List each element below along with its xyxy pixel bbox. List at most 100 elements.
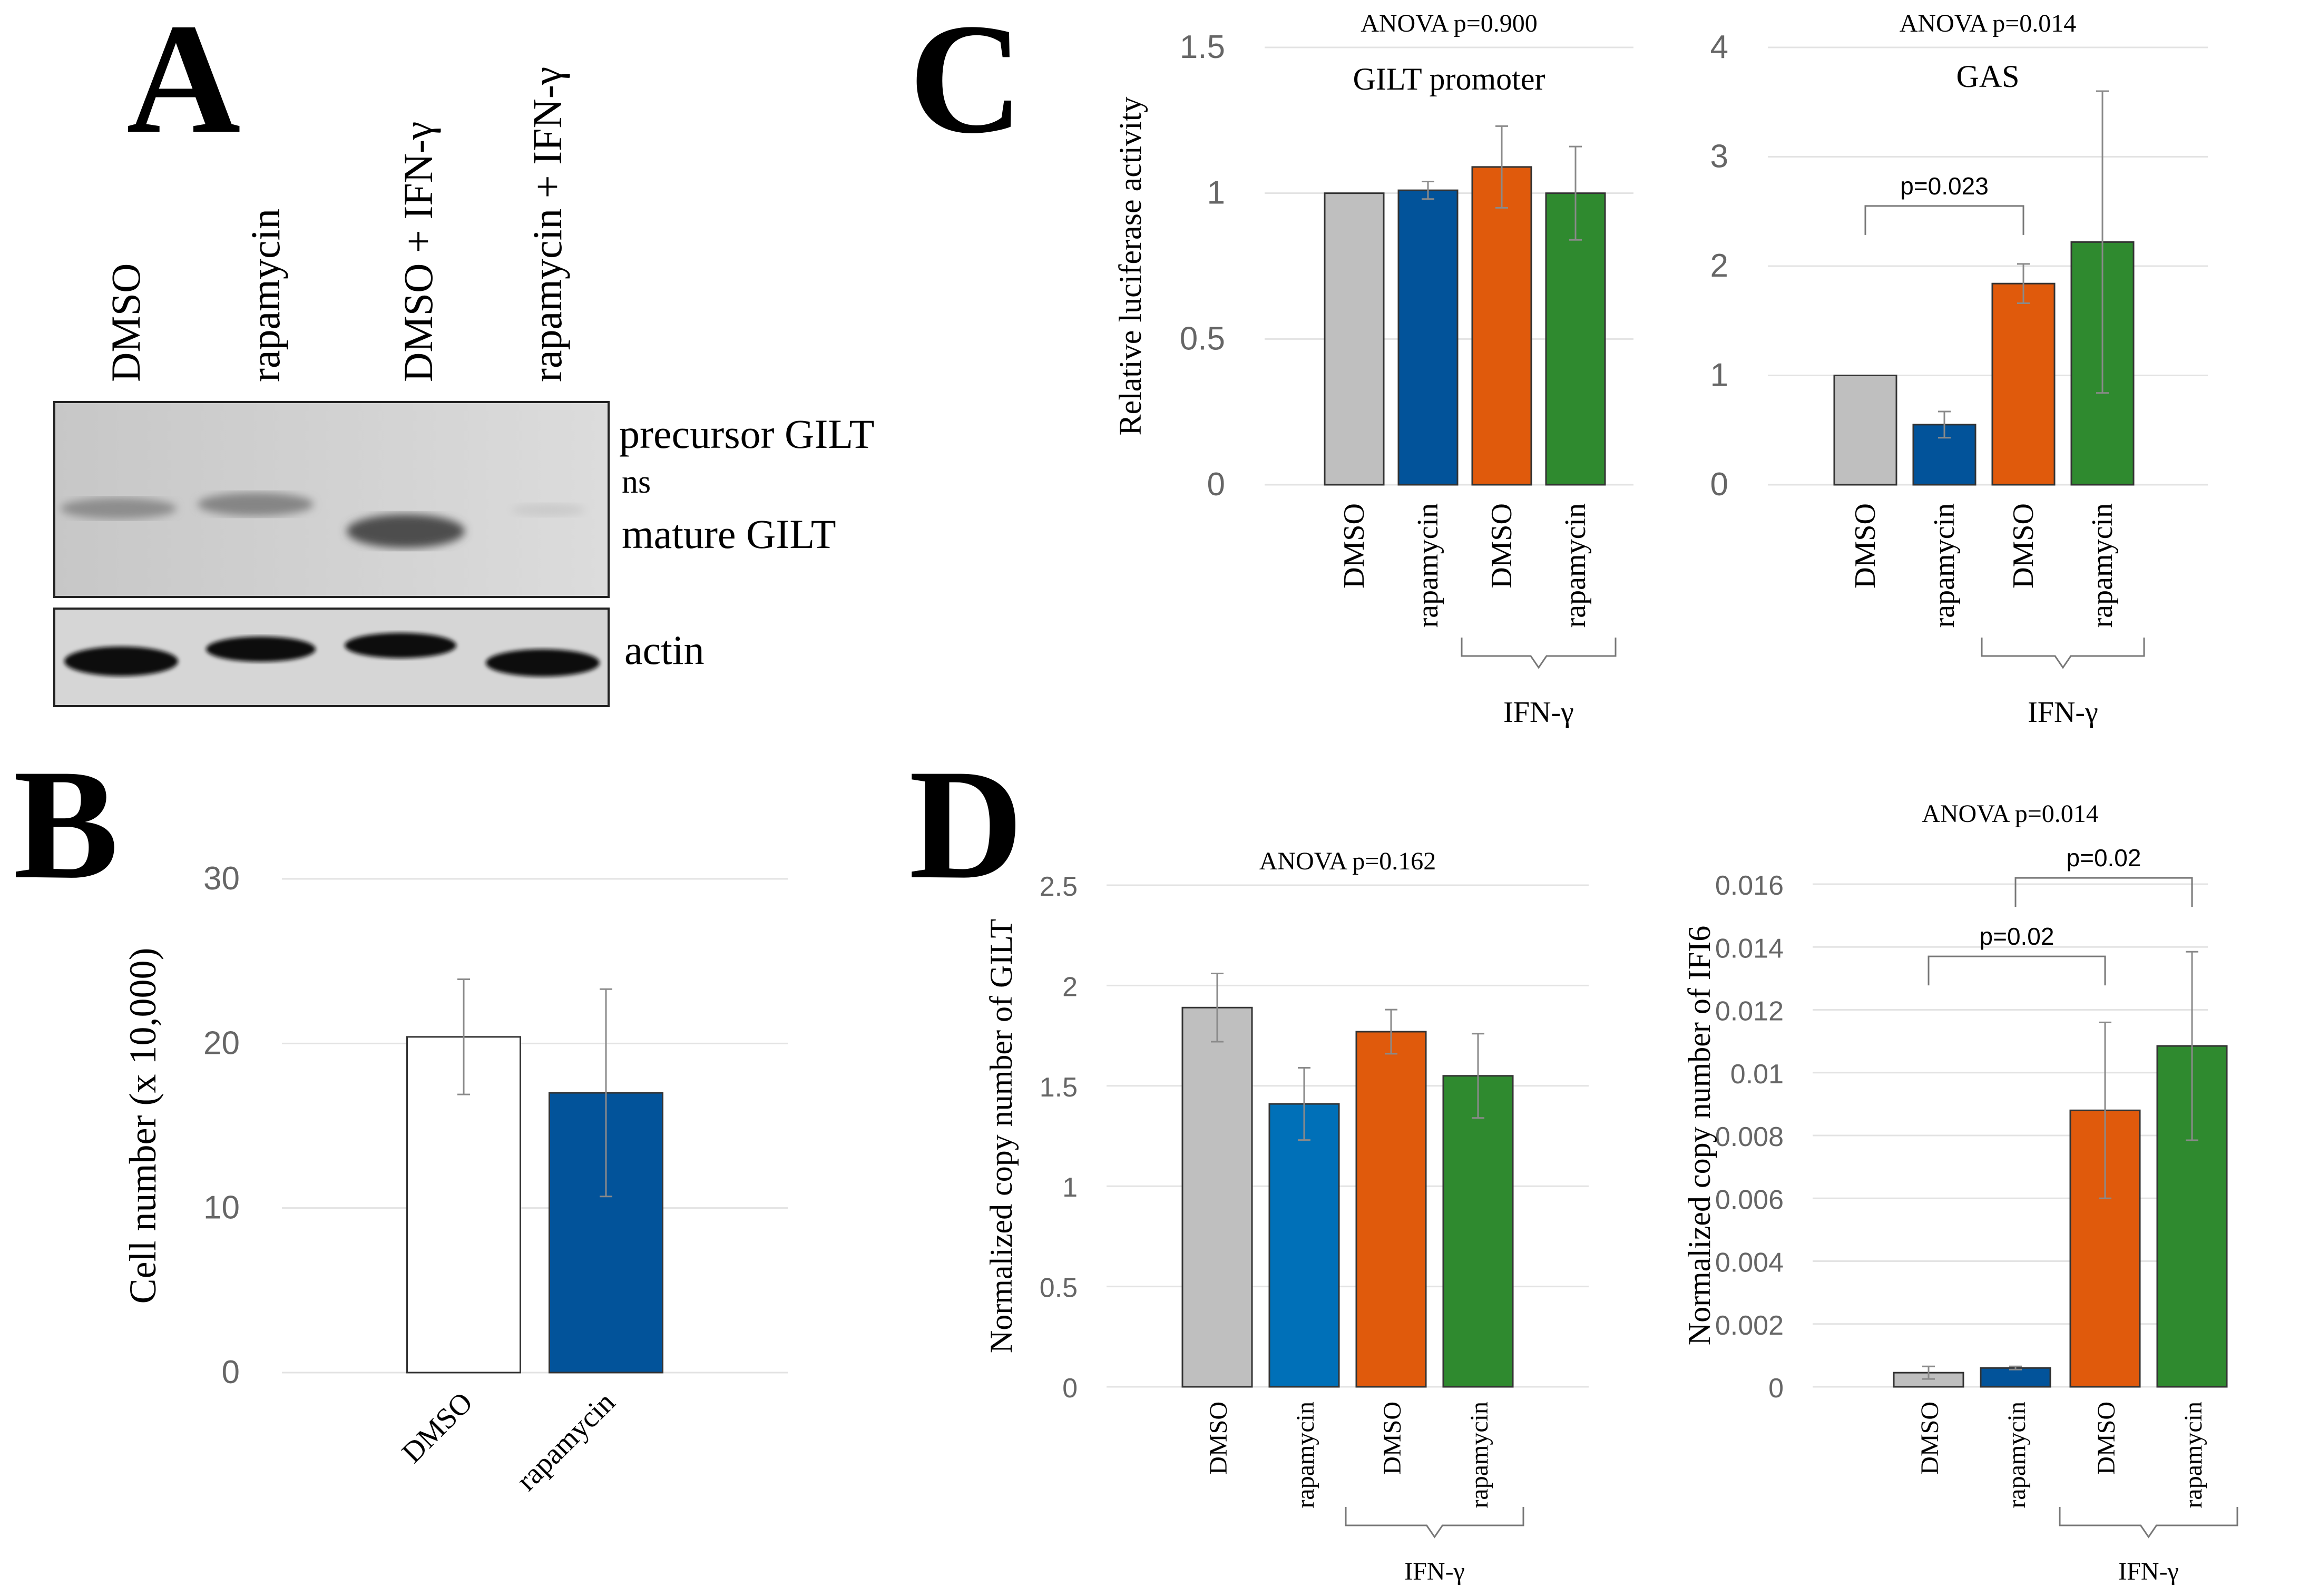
chart-c-gilt-promoter: 0 0.5 1 1.5 Relative luciferase activity ANOV…	[1113, 9, 1633, 729]
panel-letter-b: B	[13, 737, 119, 912]
blot-actin	[53, 608, 610, 707]
band-precursor-dmso	[61, 498, 177, 519]
band-actin-dmso	[64, 647, 178, 676]
y-tick-label: 0.002	[1715, 1310, 1784, 1341]
band-precursor-rapamycin	[198, 493, 314, 516]
error-bar	[600, 988, 612, 1198]
band-faint-rapamycin-ifng	[511, 504, 585, 516]
y-tick-label: 1.5	[1180, 29, 1225, 65]
y-tick-label: 0.008	[1715, 1122, 1784, 1152]
error-bar	[2099, 1021, 2111, 1199]
y-tick-label: 2	[1062, 972, 1078, 1002]
y-tick-label: 1	[1710, 357, 1728, 394]
y-tick-label: 0	[1207, 466, 1225, 503]
lane-label-dmso: DMSO	[103, 263, 149, 382]
category-label: DMSO	[1849, 503, 1882, 589]
chart-title: ANOVA p=0.900	[1361, 9, 1538, 37]
chart-subtitle: GAS	[1956, 59, 2019, 94]
panel-a: A DMSO rapamycin DMSO + IFN-γ rapamycin …	[53, 0, 874, 707]
error-bar	[1922, 1365, 1935, 1380]
blot-gilt	[53, 401, 610, 598]
bar-dmso	[1324, 192, 1385, 486]
bar-rapamycin	[1397, 189, 1459, 486]
y-tick-label: 0.004	[1715, 1248, 1784, 1278]
lane-label-rapamycin-ifng: rapamycin + IFN-γ	[524, 67, 570, 382]
chart-title: ANOVA p=0.014	[1922, 800, 2099, 828]
panel-letter-a: A	[126, 0, 241, 166]
bar-dmso	[1355, 1031, 1427, 1388]
error-bar	[2186, 951, 2198, 1141]
y-tick-label: 2	[1710, 248, 1728, 284]
band-label-ns: ns	[622, 464, 651, 500]
y-tick-label: 0	[1768, 1373, 1784, 1404]
error-bar	[1938, 410, 1951, 439]
error-bar	[1385, 1008, 1397, 1055]
error-bar	[2009, 1365, 2022, 1370]
chart-title: ANOVA p=0.014	[1900, 9, 2077, 37]
category-label: rapamycin	[1928, 503, 1961, 628]
chart-b: 0 10 20 30 Cell number (x 10,000) DMSO rapamyc…	[122, 860, 788, 1497]
significance-bracket	[1864, 205, 2024, 235]
group-label: IFN-γ	[2118, 1558, 2179, 1585]
group-bracket	[1345, 1507, 1524, 1539]
lane-label-dmso-ifng: DMSO + IFN-γ	[395, 121, 441, 382]
category-label: rapamycin	[1412, 503, 1444, 628]
bar-dmso	[1991, 282, 2056, 486]
p-value-label: p=0.02	[1980, 923, 2054, 950]
panel-letter-c: C	[909, 0, 1023, 166]
group-label: IFN-γ	[1503, 696, 1574, 729]
y-tick-label: 0	[1062, 1373, 1078, 1404]
band-actin-rapamycin-ifng	[486, 649, 600, 677]
bar-rapamycin	[1442, 1075, 1514, 1388]
band-actin-dmso-ifng	[345, 633, 456, 658]
category-label: DMSO	[1916, 1402, 1944, 1475]
p-value-label: p=0.023	[1900, 172, 1989, 200]
y-tick-label: 0	[222, 1354, 240, 1391]
error-bar	[1422, 181, 1434, 200]
y-tick-label: 2.5	[1040, 872, 1078, 902]
error-bar	[1569, 145, 1582, 241]
chart-c-gas: 0 1 2 3 4 ANOVA p=0.014 GAS DMSO rapamycin DMSO ra…	[1710, 9, 2208, 729]
panel-letter-d: D	[909, 737, 1023, 912]
y-tick-label: 0.016	[1715, 870, 1784, 901]
y-tick-label: 0.012	[1715, 996, 1784, 1027]
category-label: rapamycin	[1559, 503, 1592, 628]
significance-bracket	[2014, 877, 2193, 907]
y-axis-title: Relative luciferase activity	[1113, 96, 1148, 435]
y-axis-title: Normalized copy number of GILT	[984, 919, 1019, 1353]
y-axis-title: Normalized copy number of IFI6	[1682, 926, 1717, 1345]
category-label: DMSO	[1205, 1402, 1232, 1475]
bar-rapamycin	[1268, 1103, 1340, 1388]
category-label: DMSO	[2007, 503, 2040, 589]
panel-b: B 0 10 20 30 Cell number (x 10,000) DMSO rapam…	[13, 737, 788, 1497]
category-label: rapamycin	[2003, 1402, 2031, 1509]
category-label: DMSO	[1338, 503, 1371, 589]
band-label-mature: mature GILT	[622, 511, 836, 557]
error-bar	[1495, 125, 1508, 209]
band-label-actin: actin	[624, 627, 705, 673]
y-tick-label: 0	[1710, 466, 1728, 503]
bar-rapamycin	[1980, 1367, 2051, 1388]
significance-bracket	[1928, 955, 2106, 986]
category-label: rapamycin	[2179, 1402, 2207, 1509]
error-bar	[457, 978, 470, 1095]
y-tick-label: 1	[1207, 175, 1225, 211]
group-label: IFN-γ	[2028, 696, 2098, 729]
band-mature-dmso-ifng	[347, 514, 465, 548]
category-label: rapamycin	[1465, 1402, 1493, 1509]
y-tick-label: 0.01	[1730, 1059, 1784, 1090]
error-bar	[1472, 1033, 1484, 1119]
chart-title: ANOVA p=0.162	[1259, 847, 1436, 875]
group-bracket	[2059, 1507, 2238, 1539]
error-bar	[1298, 1067, 1310, 1141]
category-label: rapamycin	[1292, 1402, 1319, 1509]
y-tick-label: 3	[1710, 139, 1728, 175]
y-tick-label: 4	[1710, 29, 1728, 65]
category-label: rapamycin	[2086, 503, 2119, 628]
y-tick-label: 0.5	[1040, 1273, 1078, 1304]
p-value-label: p=0.02	[2067, 844, 2141, 872]
chart-d-gilt: 0 0.5 1 1.5 2 2.5 Normalized copy number of GI…	[984, 847, 1589, 1585]
band-actin-rapamycin	[206, 637, 316, 662]
y-tick-label: 20	[203, 1025, 240, 1061]
